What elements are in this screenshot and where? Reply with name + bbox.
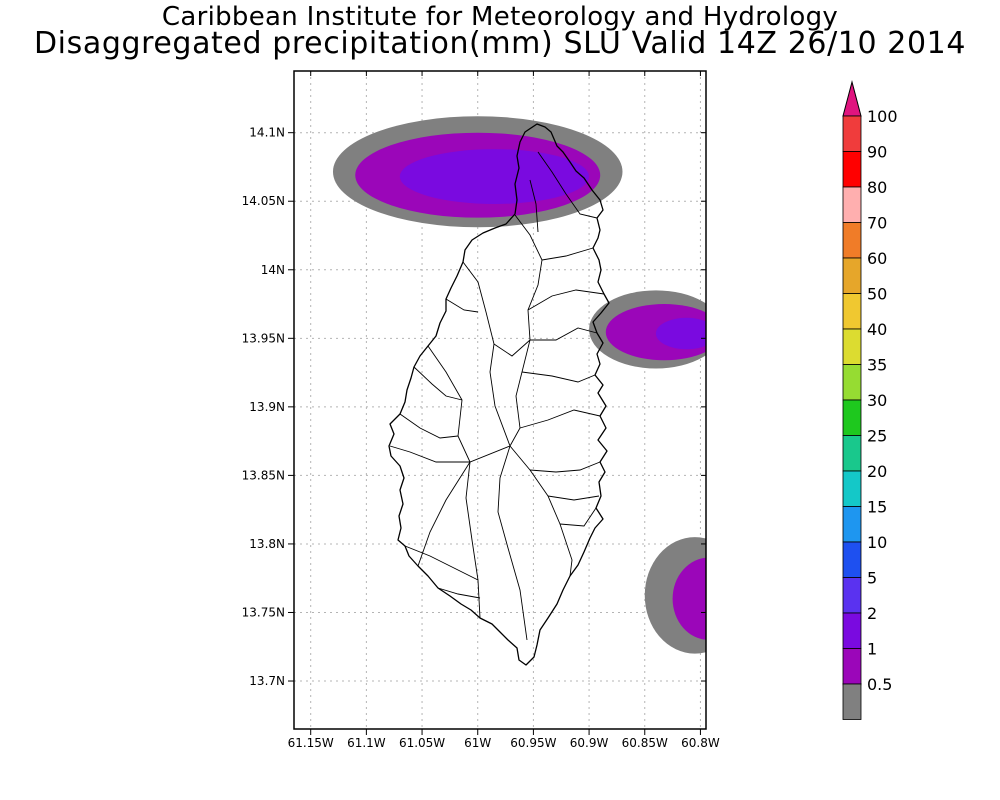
colorbar-bin [842,186,862,223]
x-tick-label: 61.1W [347,736,386,750]
y-tick-label: 14N [261,263,285,277]
colorbar-label: 5 [867,569,877,588]
y-tick-label: 14.05N [242,194,285,208]
y-tick-label: 13.95N [242,331,285,345]
colorbar-bin [842,222,862,259]
colorbar-bin [842,541,862,578]
colorbar-label: 2 [867,604,877,623]
y-tick-label: 13.8N [249,537,285,551]
y-tick-label: 13.85N [242,468,285,482]
x-tick-label: 60.9W [570,736,609,750]
colorbar-label: 20 [867,462,887,481]
colorbar-bin [842,648,862,685]
colorbar-bin [842,470,862,507]
y-tick-label: 13.7N [249,674,285,688]
x-tick-label: 61.05W [399,736,445,750]
y-tick-label: 13.75N [242,605,285,619]
colorbar-label: 0.5 [867,675,892,694]
colorbar-bin [842,115,862,152]
colorbar-label: 40 [867,320,887,339]
colorbar-label: 10 [867,533,887,552]
chart-title-product: Disaggregated precipitation(mm) SLU Vali… [33,26,967,61]
island-saint-lucia [388,123,610,666]
x-tick-label: 61.15W [288,736,334,750]
x-axis: 61.15W 61.1W 61.05W 61W 60.95W 60.9W 60.85W 60.… [288,71,720,750]
colorbar-bin [842,257,862,294]
colorbar-bin [842,328,862,365]
colorbar-label: 15 [867,498,887,517]
colorbar-bin [842,399,862,436]
chart-title-institute: Caribbean Institute for Meteorology and … [161,2,839,32]
y-tick-label: 14.1N [249,126,285,140]
precip-contour-1-2 [672,557,706,640]
colorbar-label: 30 [867,391,887,410]
y-axis: 14.1N 14.05N 14N 13.95N 13.9N 13.85N 13.8N 13.7… [242,126,706,688]
colorbar-bin [842,364,862,401]
colorbar-bin [842,683,862,720]
colorbar-label: 25 [867,427,887,446]
colorbar-label: 70 [867,214,887,233]
island-coastline [388,123,610,666]
colorbar-label: 50 [867,285,887,304]
x-tick-label: 60.95W [510,736,556,750]
southeast-rain-band [644,537,706,654]
colorbar-bin [842,293,862,330]
y-tick-label: 13.9N [249,400,285,414]
east-rain-band [589,290,706,369]
north-rain-band [332,116,623,228]
x-tick-label: 61W [464,736,491,750]
colorbar-label: 35 [867,356,887,375]
precip-contour-2-5 [399,149,590,204]
colorbar-label: 90 [867,143,887,162]
colorbar-label: 1 [867,640,877,659]
colorbar-label: 80 [867,178,887,197]
x-tick-label: 60.85W [622,736,668,750]
colorbar-bin [842,151,862,188]
colorbar-bin [842,435,862,472]
colorbar-label: 100 [867,107,898,126]
x-tick-label: 60.8W [681,736,720,750]
colorbar-bin [842,612,862,649]
colorbar-bin [842,506,862,543]
watershed-boundaries [389,151,605,641]
precip-contour-2-5 [655,317,706,350]
colorbar-bin [842,577,862,614]
map-plot-area: 61.15W 61.1W 61.05W 61W 60.95W 60.9W 60.85W 60.… [242,70,720,750]
plot-frame [293,70,707,730]
colorbar-overflow-triangle [842,80,862,117]
colorbar-label: 60 [867,249,887,268]
colorbar-legend: 100 90 80 70 60 50 40 35 30 25 20 15 10 5 2 1 0.5 [842,80,898,720]
